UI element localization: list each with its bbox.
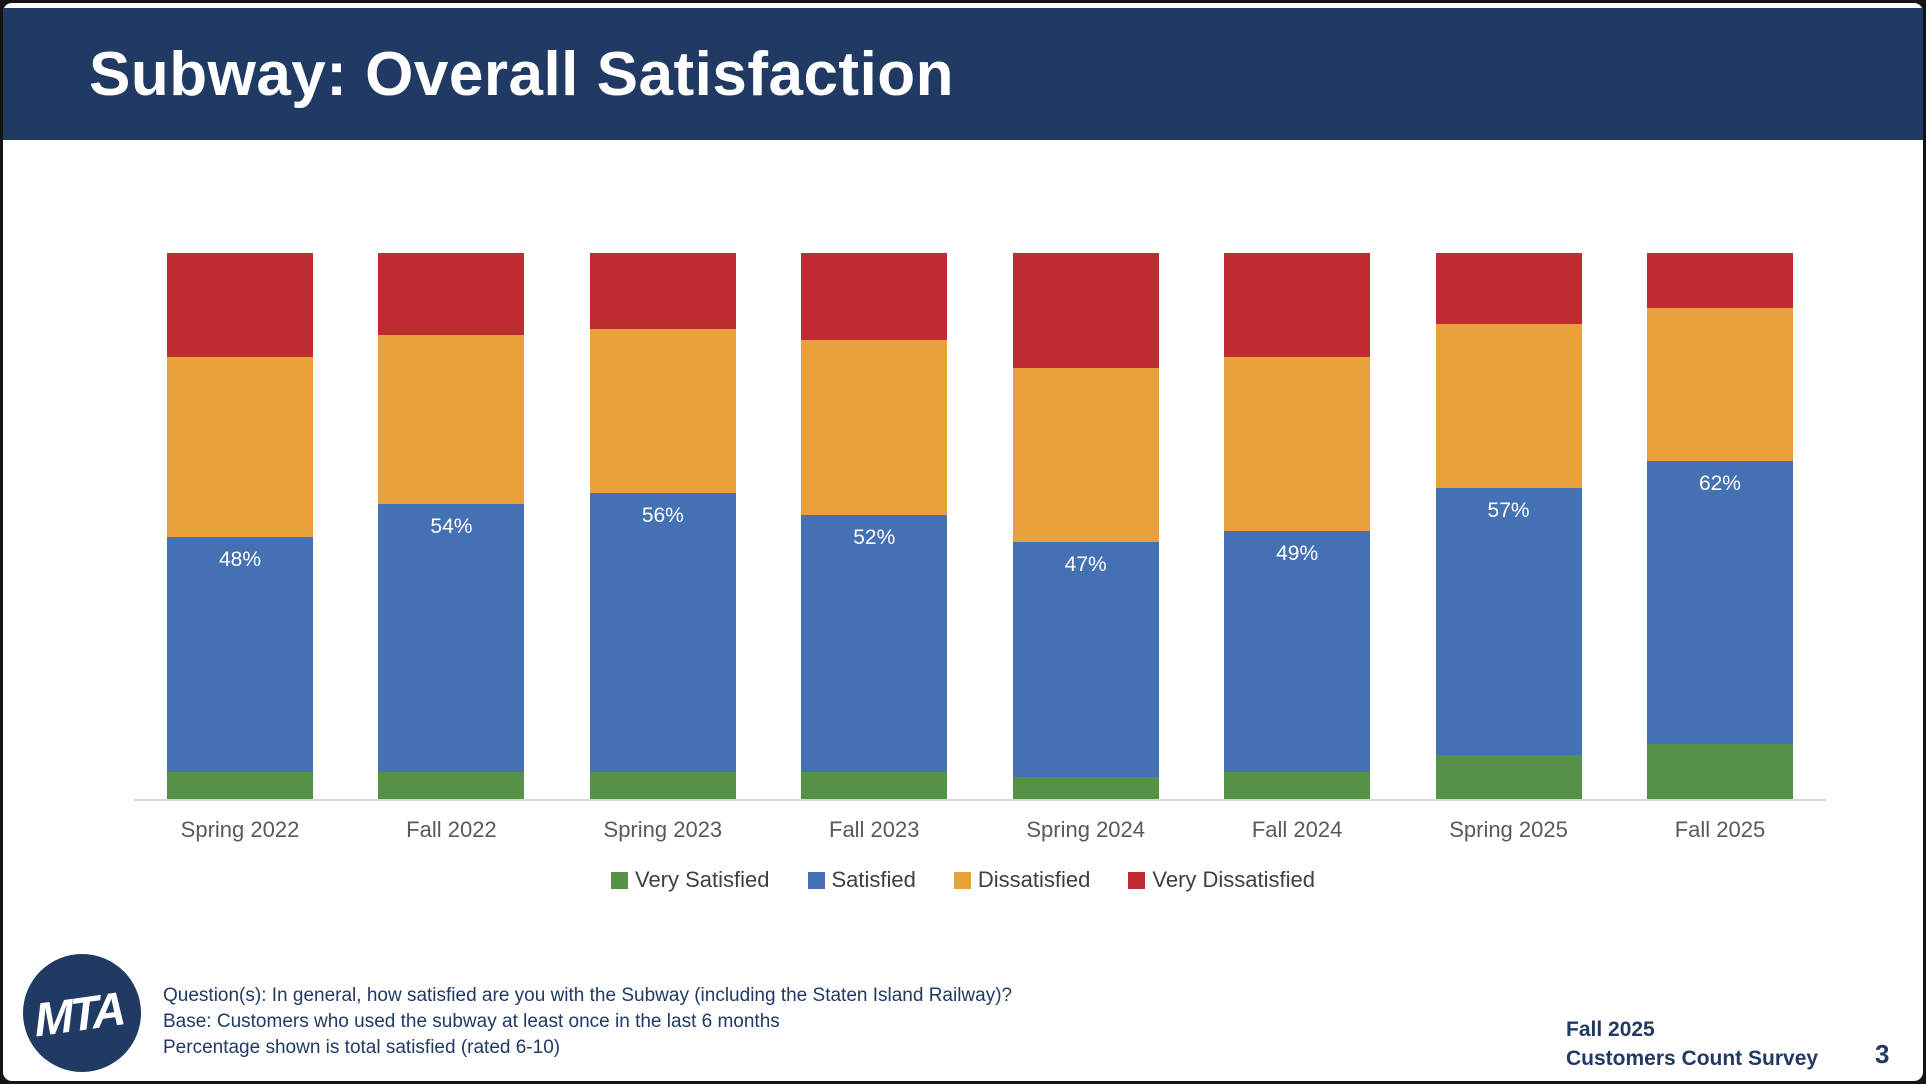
legend-label-satisfied: Satisfied xyxy=(831,867,916,892)
page-number: 3 xyxy=(1875,1039,1890,1069)
legend-swatch-very-dissatisfied xyxy=(1128,871,1146,889)
segment-satisfied: 49% xyxy=(1224,531,1371,772)
x-axis-label-fall-2025: Fall 2025 xyxy=(1674,817,1766,842)
bar-spring-2024: 47% xyxy=(1012,253,1159,799)
legend-item-dissatisfied: Dissatisfied xyxy=(953,867,1091,893)
total-satisfied-label: 49% xyxy=(1276,542,1319,566)
mta-logo-text: MTA xyxy=(32,980,126,1047)
legend-swatch-dissatisfied xyxy=(953,871,971,889)
segment-very-dissatisfied xyxy=(1224,253,1371,357)
segment-very-satisfied xyxy=(378,771,525,799)
footnotes: Question(s): In general, how satisfied a… xyxy=(163,983,1012,1061)
page-title: Subway: Overall Satisfaction xyxy=(89,39,955,109)
chart-legend: Very Satisfied Satisfied Dissatisfied Very … xyxy=(3,867,1923,893)
total-satisfied-label: 52% xyxy=(853,526,896,550)
plot-area: 48% 54% 56% 52% 47% 49% 57% 62% xyxy=(134,253,1826,801)
segment-satisfied: 56% xyxy=(589,493,736,772)
total-satisfied-label: 48% xyxy=(218,547,262,571)
segment-dissatisfied xyxy=(1646,307,1793,461)
legend-item-very-dissatisfied: Very Dissatisfied xyxy=(1128,867,1315,893)
bar-spring-2025: 57% xyxy=(1435,253,1582,799)
segment-very-dissatisfied xyxy=(378,253,525,335)
segment-satisfied: 48% xyxy=(167,536,313,772)
segment-very-satisfied xyxy=(589,771,736,799)
x-axis-label-spring-2022: Spring 2022 xyxy=(180,817,300,842)
segment-very-satisfied xyxy=(1435,755,1582,799)
segment-very-dissatisfied xyxy=(589,253,736,330)
legend-swatch-satisfied xyxy=(807,871,825,889)
total-satisfied-label: 62% xyxy=(1698,471,1741,495)
segment-very-dissatisfied xyxy=(167,253,313,357)
segment-very-satisfied xyxy=(1012,777,1159,799)
footnote-question: Question(s): In general, how satisfied a… xyxy=(163,985,1013,1006)
segment-satisfied: 62% xyxy=(1646,460,1793,745)
total-satisfied-label: 57% xyxy=(1487,498,1530,522)
segment-very-dissatisfied xyxy=(1012,253,1159,368)
segment-very-satisfied xyxy=(801,771,948,799)
segment-dissatisfied xyxy=(801,340,948,516)
segment-dissatisfied xyxy=(1012,367,1159,543)
x-axis-label-fall-2023: Fall 2023 xyxy=(829,817,920,842)
x-axis-label-fall-2022: Fall 2022 xyxy=(406,817,497,842)
survey-season: Fall 2025 xyxy=(1566,1018,1655,1041)
total-satisfied-label: 56% xyxy=(641,504,684,528)
mta-logo: MTA xyxy=(23,954,141,1072)
segment-satisfied: 52% xyxy=(801,515,948,772)
legend-item-very-satisfied: Very Satisfied xyxy=(610,867,770,893)
bar-fall-2023: 52% xyxy=(801,253,948,799)
segment-very-dissatisfied xyxy=(1646,253,1793,308)
legend-item-satisfied: Satisfied xyxy=(807,867,916,893)
legend-label-very-dissatisfied: Very Dissatisfied xyxy=(1152,867,1315,892)
segment-dissatisfied xyxy=(167,356,313,537)
segment-very-satisfied xyxy=(1646,744,1793,799)
legend-swatch-very-satisfied xyxy=(610,871,628,889)
segment-very-dissatisfied xyxy=(801,253,948,341)
x-axis-label-spring-2023: Spring 2023 xyxy=(603,817,723,842)
legend-label-very-satisfied: Very Satisfied xyxy=(634,867,770,892)
bar-fall-2022: 54% xyxy=(378,253,525,799)
segment-very-satisfied xyxy=(1224,771,1371,799)
segment-satisfied: 47% xyxy=(1012,542,1159,778)
segment-very-dissatisfied xyxy=(1435,253,1582,324)
segment-satisfied: 54% xyxy=(378,504,525,772)
segment-dissatisfied xyxy=(378,334,525,505)
total-satisfied-label: 54% xyxy=(430,515,473,539)
legend-label-dissatisfied: Dissatisfied xyxy=(977,867,1091,892)
segment-satisfied: 57% xyxy=(1435,487,1582,756)
segment-very-satisfied xyxy=(167,771,313,799)
bar-spring-2023: 56% xyxy=(589,253,736,799)
slide: Subway: Overall Satisfaction 48% 54% 56% 52… xyxy=(3,3,1923,1081)
bar-spring-2022: 48% xyxy=(167,253,313,799)
x-axis-label-spring-2024: Spring 2024 xyxy=(1026,817,1146,842)
x-axis-label-fall-2024: Fall 2024 xyxy=(1251,817,1343,842)
footnote-percentage: Percentage shown is total satisfied (rat… xyxy=(163,1037,561,1058)
survey-name: Customers Count Survey xyxy=(1566,1047,1819,1070)
x-axis-label-spring-2025: Spring 2025 xyxy=(1449,817,1568,842)
x-axis-labels: Spring 2022 Fall 2022 Spring 2023 Fall 2023… xyxy=(134,817,1826,843)
segment-dissatisfied xyxy=(1224,356,1371,532)
bar-fall-2024: 49% xyxy=(1224,253,1371,799)
bar-fall-2025: 62% xyxy=(1646,253,1793,799)
segment-dissatisfied xyxy=(589,329,736,494)
title-bar: Subway: Overall Satisfaction xyxy=(3,8,1923,140)
total-satisfied-label: 47% xyxy=(1064,553,1107,577)
segment-dissatisfied xyxy=(1435,324,1582,488)
survey-footer: Fall 2025 Customers Count Survey xyxy=(1566,1015,1818,1073)
footnote-base: Base: Customers who used the subway at l… xyxy=(163,1011,780,1032)
